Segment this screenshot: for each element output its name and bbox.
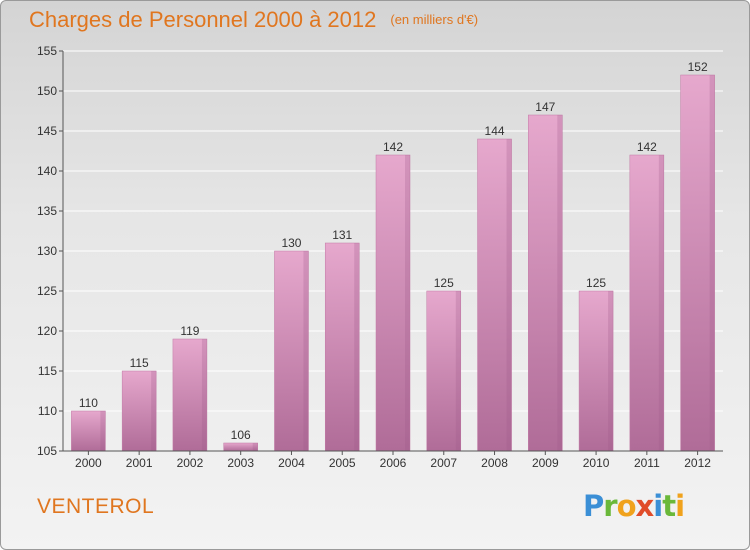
x-tick-label: 2010 bbox=[583, 456, 610, 470]
y-tick-label: 125 bbox=[37, 284, 57, 298]
bar bbox=[375, 154, 411, 452]
bar bbox=[274, 250, 309, 452]
y-tick-label: 105 bbox=[37, 444, 57, 458]
x-tick-label: 2012 bbox=[684, 456, 711, 470]
x-tick-label: 2002 bbox=[177, 456, 204, 470]
data-label: 131 bbox=[332, 228, 352, 242]
axes: 105 110 115 120 125 130 135 140 145 150 155 2000 200… bbox=[37, 44, 723, 470]
bar-shade bbox=[252, 443, 258, 451]
bar bbox=[121, 370, 157, 452]
bar-shade bbox=[151, 371, 157, 451]
y-tick-label: 130 bbox=[37, 244, 57, 258]
bar-shade bbox=[608, 291, 614, 451]
logo-letter: x bbox=[635, 489, 655, 523]
data-label: 119 bbox=[180, 324, 199, 338]
bar-shade bbox=[455, 291, 461, 451]
x-tick-label: 2003 bbox=[227, 456, 254, 470]
bar-shade bbox=[506, 139, 512, 451]
x-tick-label: 2009 bbox=[532, 456, 559, 470]
bar-shade bbox=[709, 75, 715, 451]
logo-letter: P bbox=[583, 489, 604, 523]
bar bbox=[477, 138, 512, 452]
logo-letter: t bbox=[662, 489, 676, 523]
data-label: 142 bbox=[637, 140, 657, 154]
y-tick-label: 155 bbox=[37, 44, 57, 58]
data-label: 125 bbox=[434, 276, 454, 290]
data-label: 106 bbox=[231, 428, 251, 442]
data-label: 144 bbox=[485, 124, 505, 138]
logo-letter: o bbox=[616, 489, 637, 523]
logo-letter: r bbox=[603, 489, 617, 523]
x-tick-label: 2006 bbox=[380, 456, 407, 470]
bar bbox=[223, 442, 258, 452]
x-tick-label: 2007 bbox=[430, 456, 457, 470]
data-label: 142 bbox=[383, 140, 403, 154]
bar-shade bbox=[303, 251, 309, 451]
x-tick-label: 2000 bbox=[75, 456, 102, 470]
bar bbox=[680, 74, 715, 452]
bar bbox=[71, 410, 106, 452]
data-label: 147 bbox=[535, 100, 555, 114]
y-tick-label: 145 bbox=[37, 124, 57, 138]
bar-shade bbox=[100, 411, 106, 451]
data-label: 125 bbox=[586, 276, 606, 290]
proxiti-logo: Proxiti bbox=[583, 489, 685, 523]
y-tick-label: 135 bbox=[37, 204, 57, 218]
commune-name: VENTEROL bbox=[37, 495, 155, 518]
logo-letter: i bbox=[653, 489, 663, 523]
y-tick-label: 115 bbox=[38, 364, 57, 378]
chart-title: Charges de Personnel 2000 à 2012 (en mill… bbox=[29, 7, 478, 33]
bar-shade bbox=[354, 243, 360, 451]
y-tick-label: 140 bbox=[37, 164, 57, 178]
y-tick-label: 150 bbox=[37, 84, 57, 98]
x-tick-label: 2004 bbox=[278, 456, 305, 470]
data-label: 152 bbox=[688, 60, 708, 74]
data-label: 110 bbox=[79, 396, 98, 410]
bar-shade bbox=[405, 155, 410, 451]
y-tick-label: 110 bbox=[38, 404, 57, 418]
logo-letter: i bbox=[675, 489, 685, 523]
x-tick-label: 2008 bbox=[481, 456, 508, 470]
bar-shade bbox=[201, 339, 207, 451]
bar bbox=[528, 114, 563, 452]
bar bbox=[324, 242, 360, 452]
bar bbox=[172, 338, 208, 452]
bar bbox=[426, 290, 462, 452]
chart-title-text: Charges de Personnel 2000 à 2012 bbox=[29, 7, 377, 32]
bar bbox=[629, 154, 665, 452]
bar-shade bbox=[557, 115, 563, 451]
chart-subtitle: (en milliers d'€) bbox=[390, 12, 479, 27]
x-tick-label: 2005 bbox=[329, 456, 356, 470]
bar bbox=[578, 290, 614, 452]
bars: 110 115 119 106 130 131 142 125 144 147 125 142 152 bbox=[71, 60, 715, 452]
x-tick-label: 2011 bbox=[634, 456, 660, 470]
data-label: 115 bbox=[130, 356, 149, 370]
bar-shade bbox=[658, 155, 664, 451]
data-label: 130 bbox=[281, 236, 301, 250]
x-tick-label: 2001 bbox=[126, 456, 153, 470]
y-tick-label: 120 bbox=[37, 324, 57, 338]
